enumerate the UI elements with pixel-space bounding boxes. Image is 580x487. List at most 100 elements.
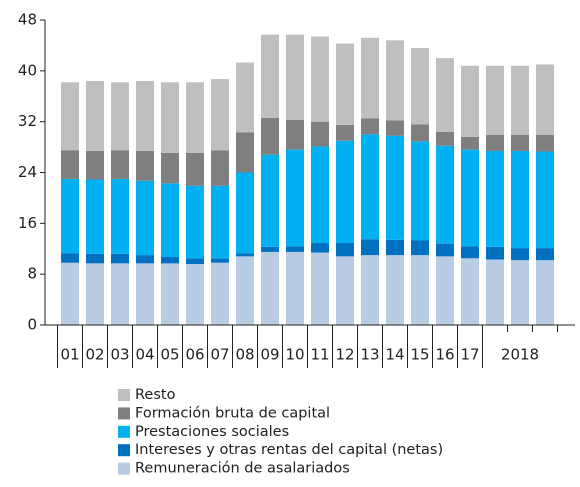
bar-segment [436,131,454,146]
x-tick-label: 09 [260,346,279,364]
legend-label: Prestaciones sociales [135,424,289,440]
bar-segment [336,140,354,244]
bar-segment [86,81,104,151]
bar-segment [186,185,204,259]
bar-segment [286,119,304,150]
bar-segment [186,264,204,325]
y-tick-label: 32 [18,112,37,130]
legend-swatch [118,444,130,457]
legend-label: Formación bruta de capital [135,405,330,421]
legend-label: Intereses y otras rentas del capital (ne… [135,442,443,458]
bar-segment [486,135,504,151]
bar-segment [86,253,104,264]
legend-label: Resto [135,387,176,403]
bar-segment [136,81,154,151]
bar-segment [536,64,554,136]
bar-segment [236,253,254,257]
bar-segment [311,36,329,122]
bar-segment [461,246,479,259]
x-tick-label: 05 [160,346,179,364]
legend-swatch [118,389,130,401]
bar-segment [286,246,304,252]
bar-segment [411,240,429,256]
y-tick-label: 8 [27,265,37,283]
bar-segment [161,263,179,325]
bar-segment [86,263,104,325]
bar-segment [286,149,304,247]
x-tick-label: 06 [185,346,204,364]
bar-segment [211,258,229,263]
bar-segment [361,255,379,325]
bar-segment [111,263,129,325]
bar-segment [436,256,454,325]
y-tick-label: 40 [18,61,37,79]
bar-segment [461,136,479,150]
x-tick-label: 12 [335,346,354,364]
bar-segment [236,256,254,325]
legend: Resto Formación bruta de capital Prestacio… [118,387,443,477]
bar-segment [186,82,204,153]
bar-segment [436,145,454,244]
bar-segment [111,150,129,179]
bar-segment [311,252,329,325]
bar-segment [511,260,529,325]
bar-segment [211,185,229,259]
x-tick-label: 01 [60,346,79,364]
bar-segment [86,150,104,180]
x-tick-label: 11 [310,346,329,364]
bar-segment [261,117,279,155]
bar-segment [461,65,479,137]
bar-segment [286,251,304,325]
bar-segment [161,152,179,184]
bar-segment [286,34,304,120]
bar-segment [261,246,279,252]
bar-segment [61,82,79,151]
bar-segment [511,65,529,136]
bar-segment [311,243,329,253]
bar-segment [511,248,529,261]
x-tick-label: 14 [385,346,404,364]
x-tick-label: 15 [410,346,429,364]
bar-segment [536,248,554,261]
bar-segment [336,256,354,325]
bar-segment [336,124,354,141]
bar-segment [386,239,404,256]
bar-segment [111,82,129,151]
legend-swatch [118,462,130,475]
legend-swatch [118,407,130,420]
bar-segment [236,172,254,254]
bar-segment [511,135,529,151]
legend-swatch [118,425,130,438]
x-tick-label: 03 [110,346,129,364]
bar-segment [136,255,154,264]
bar-segment [461,258,479,325]
bar-segment [536,260,554,325]
y-tick-label: 24 [18,163,37,181]
bar-segment [61,150,79,179]
bar-segment [361,118,379,135]
bar-segment [436,58,454,132]
bar-segment [211,150,229,186]
bar-segment [336,43,354,125]
bar-segment [536,151,554,249]
x-tick-label: 13 [360,346,379,364]
bar-segment [361,37,379,119]
bar-segment [111,178,129,254]
y-tick-label: 16 [18,214,37,232]
y-tick-label: 0 [27,316,37,334]
bar-segment [461,149,479,247]
bar-segment [236,62,254,133]
x-tick-label: 04 [135,346,154,364]
bar-segment [536,135,554,152]
bar-segment [161,183,179,258]
bar-segment [261,34,279,118]
bar-segment [486,150,504,247]
x-tick-label: 08 [235,346,254,364]
x-tick-label: 10 [285,346,304,364]
bar-segment [261,154,279,247]
bar-segment [411,255,429,325]
x-tick-label: 17 [460,346,479,364]
bar-segment [61,262,79,325]
bar-segment [211,262,229,325]
bar-segment [386,120,404,136]
